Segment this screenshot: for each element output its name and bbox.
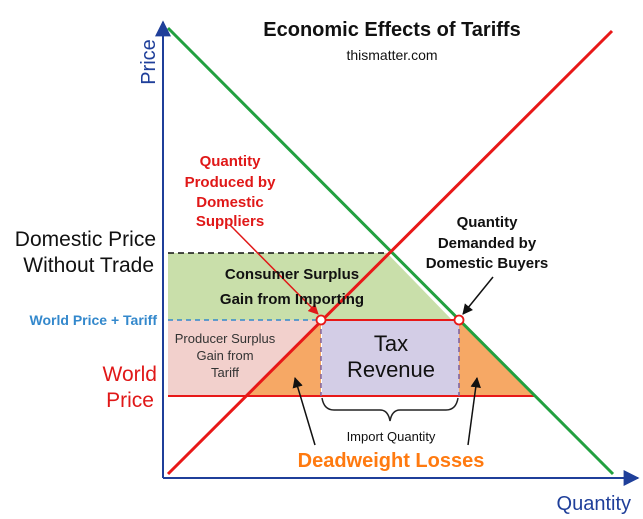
chart-subtitle: thismatter.com (346, 47, 437, 63)
deadweight-losses-label: Deadweight Losses (298, 450, 485, 472)
deadweight-arrow-right (467, 376, 481, 446)
domestic-price-label: Domestic Price (15, 228, 156, 251)
producer-surplus-label-1: Producer Surplus (175, 331, 276, 346)
import-quantity-label: Import Quantity (347, 429, 436, 444)
demand-point (453, 314, 465, 326)
qty-produced-line-4: Suppliers (196, 213, 264, 230)
world-price-label: World (103, 363, 157, 386)
supply-curve (166, 29, 614, 476)
qty-demanded-line-2: Demanded by (438, 235, 537, 252)
y-axis-label: Price (138, 39, 160, 85)
qty-demanded-line-3: Domestic Buyers (426, 255, 549, 272)
qty-demanded-line-1: Quantity (457, 214, 518, 231)
qty-produced-line-3: Domestic (196, 194, 264, 211)
world-price-label-2: Price (106, 389, 154, 412)
tax-revenue-label-2: Revenue (347, 357, 435, 382)
producer-surplus-region (168, 320, 321, 396)
chart-title: Economic Effects of Tariffs (263, 19, 520, 41)
qty-demanded-arrow (462, 276, 494, 315)
consumer-surplus-label-1: Consumer Surplus (225, 266, 359, 283)
qty-produced-line-1: Quantity (200, 153, 261, 170)
qty-produced-arrow (229, 224, 319, 315)
x-axis-label: Quantity (557, 493, 631, 515)
consumer-surplus-region (168, 253, 452, 320)
qty-produced-line-2: Produced by (185, 174, 277, 191)
domestic-price-label-2: Without Trade (23, 254, 154, 277)
deadweight-arrow-left (292, 376, 316, 446)
supply-point (315, 314, 327, 326)
tax-revenue-region (322, 320, 459, 396)
producer-surplus-label-3: Tariff (211, 365, 239, 380)
tax-revenue-label-1: Tax (374, 331, 408, 356)
import-quantity-brace (321, 397, 459, 422)
world-price-tariff-label: World Price + Tariff (30, 312, 158, 328)
producer-surplus-label-2: Gain from (196, 348, 253, 363)
consumer-surplus-label-2: Gain from Importing (220, 291, 364, 308)
